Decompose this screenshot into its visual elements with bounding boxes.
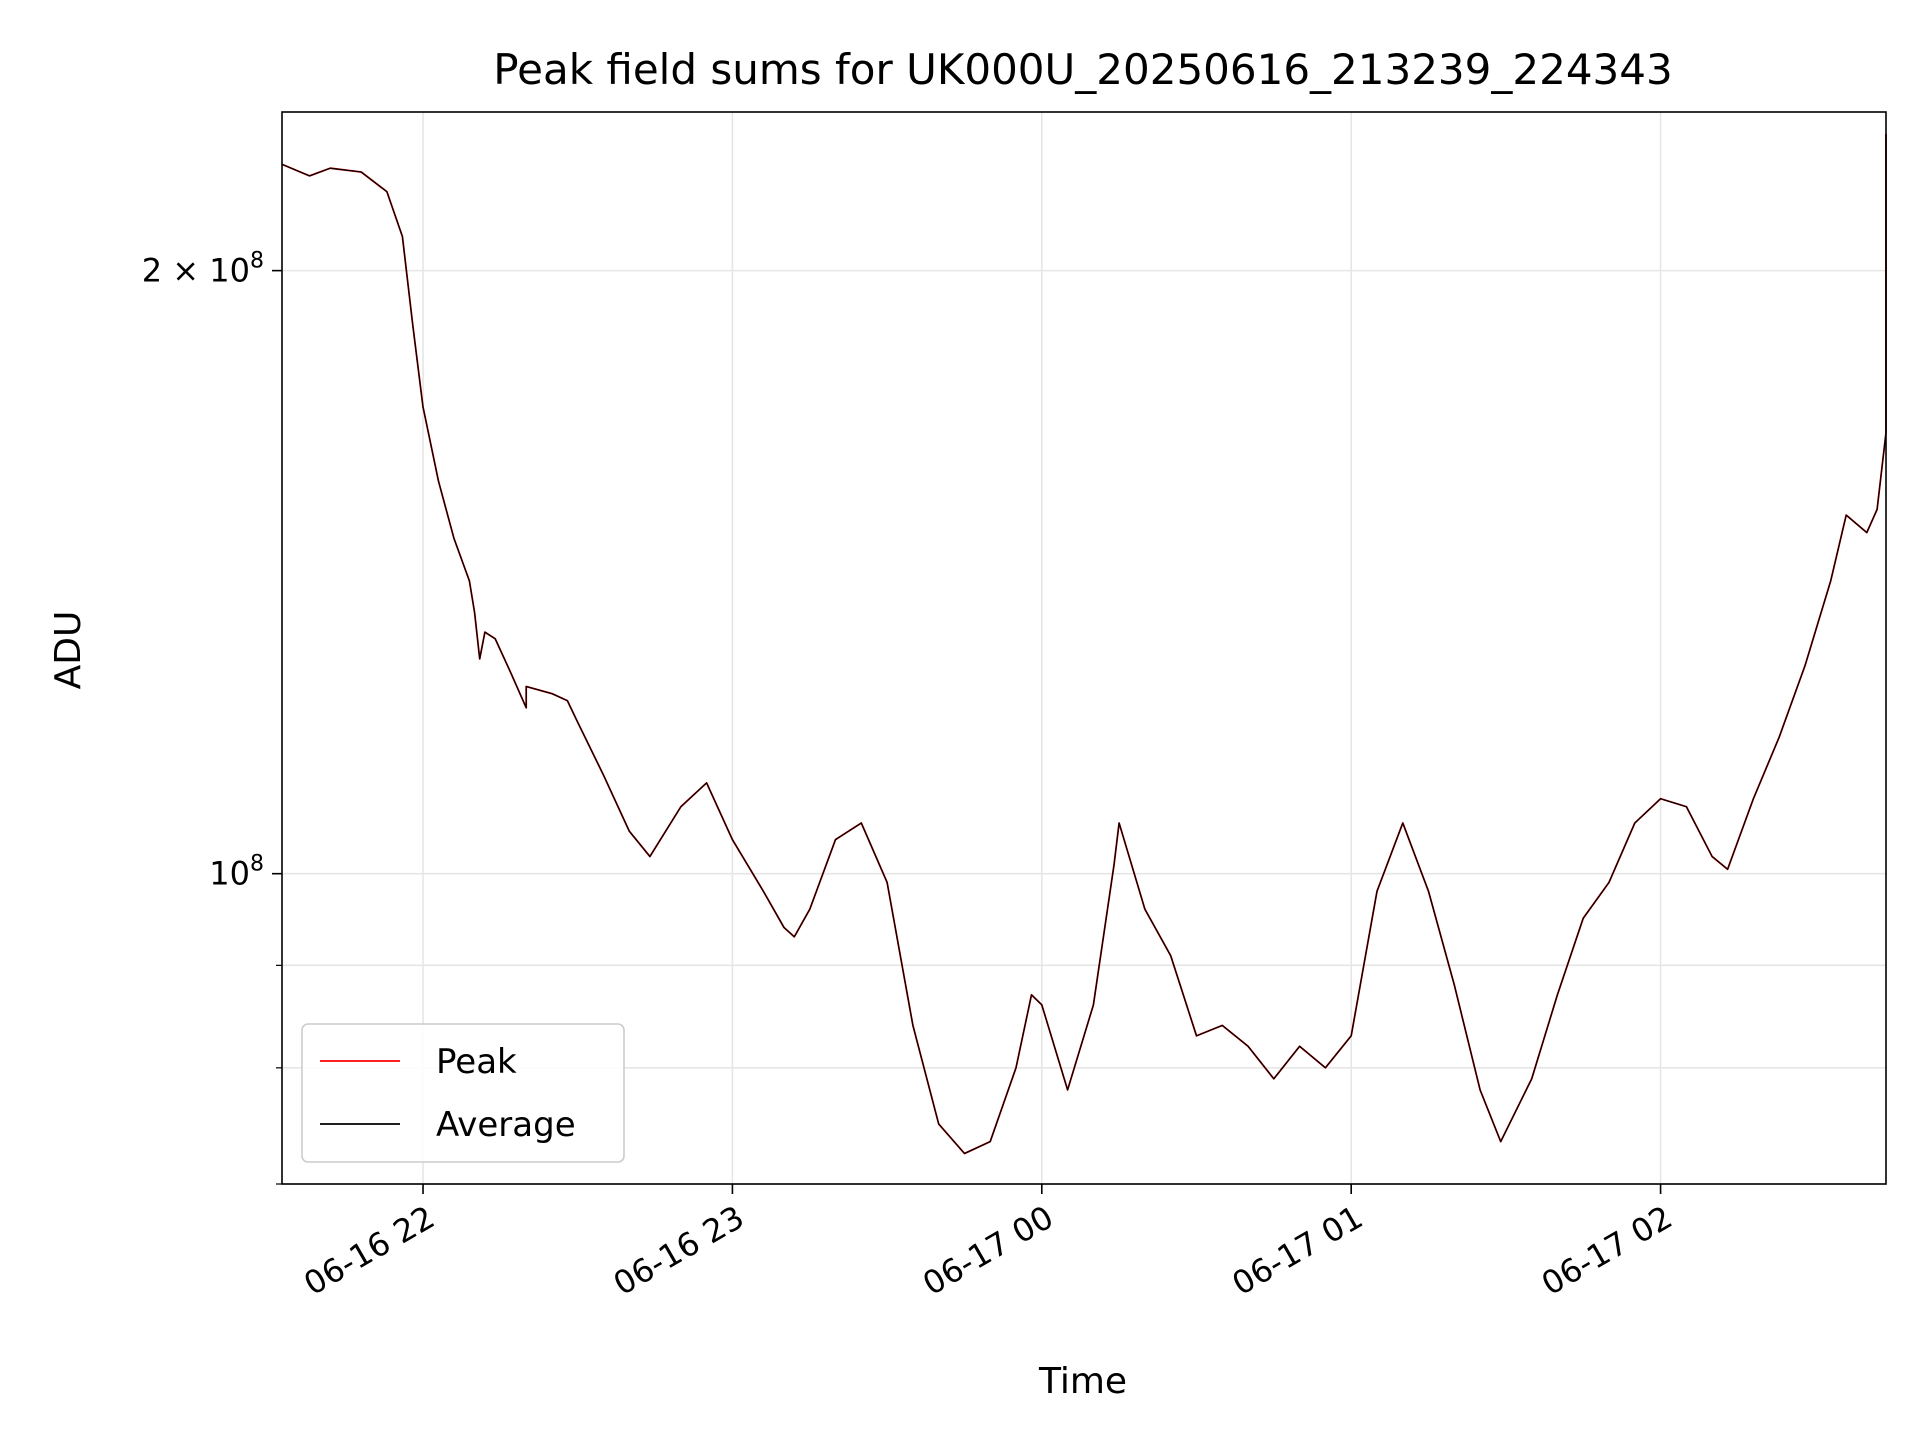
x-axis-label: Time	[1038, 1361, 1127, 1402]
y-tick-label: 2 × 108	[142, 249, 264, 290]
plot-area	[281, 134, 1887, 1155]
legend: Peak Average	[301, 1023, 625, 1163]
legend-box	[301, 1023, 625, 1163]
axes-frame	[281, 111, 1887, 1185]
y-axis-label: ADU	[48, 611, 89, 690]
y-tick-label: 108	[209, 852, 264, 893]
series-line-average	[281, 134, 1887, 1155]
legend-label: Average	[436, 1105, 576, 1145]
chart-title: Peak field sums for UK000U_20250616_2132…	[493, 45, 1672, 94]
y-axis: 2 × 108 108	[142, 249, 282, 1185]
legend-label: Peak	[436, 1042, 517, 1082]
